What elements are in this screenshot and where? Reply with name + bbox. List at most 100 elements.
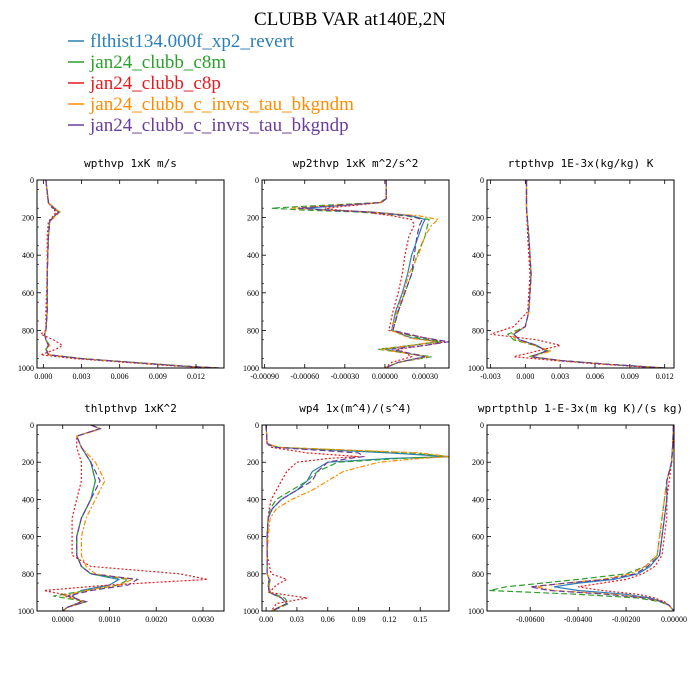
panel-3: rtpthvp 1E-3x(kg/kg) K 0 200 400 600 800 1000-… [468,157,675,381]
series-line-5 [43,180,219,368]
legend-label: jan24_clubb_c_invrs_tau_bkgndp [89,115,349,136]
series-line-2 [271,180,442,368]
series-line-4 [265,425,449,611]
y-tick-label: 0 [255,176,259,185]
series-line-5 [265,425,366,611]
y-tick-label: 1000 [243,364,259,373]
x-tick-label: 0.012 [656,372,674,381]
y-tick-label: 1000 [243,607,259,616]
y-tick-label: 1000 [468,607,484,616]
y-tick-label: 600 [472,533,484,542]
y-tick-label: 0 [480,176,484,185]
y-tick-label: 1000 [18,607,34,616]
x-tick-label: -0.00090 [250,372,279,381]
legend-entry: jan24_clubb_c8p [68,73,221,94]
legend-entry: jan24_clubb_c_invrs_tau_bkgndp [68,115,349,136]
panel-2: wp2thvp 1xK m^2/s^202004006008001000-0.0… [243,157,450,381]
series-line-5 [298,180,449,368]
series-line-4 [510,180,665,368]
series-line-2 [43,180,219,368]
plot-frame [36,424,225,612]
legend-entry: jan24_clubb_c_invrs_tau_bkgndm [68,94,354,115]
y-tick-label: 400 [247,251,259,260]
panel-title: wprtpthlp 1-E-3x(m kg K)/(s kg) [478,402,683,415]
y-tick-label: 0 [30,421,34,430]
legend-entry: jan24_clubb_c8m [68,52,226,73]
y-tick-label: 800 [247,570,259,579]
series-line-5 [530,425,674,611]
series-line-3 [578,425,674,611]
x-tick-label: 0.0030 [192,615,214,624]
y-tick-label: 0 [30,176,34,185]
series-group [43,425,208,611]
y-tick-label: 400 [22,251,34,260]
series-line-5 [512,180,665,368]
y-tick-label: 800 [22,326,34,335]
panel-title: wpthvp 1xK m/s [84,157,177,170]
panel-title: thlpthvp 1xK^2 [84,402,177,415]
x-tick-label: 0.00 [259,615,273,624]
legend: flthist134.000f_xp2_revertjan24_clubb_c8… [68,31,354,136]
y-tick-label: 600 [247,289,259,298]
series-line-2 [265,425,449,611]
x-tick-label: 0.000 [516,372,534,381]
y-tick-label: 200 [247,214,259,223]
series-line-1 [62,425,121,611]
x-tick-label: 0.00000 [372,372,398,381]
y-tick-label: 800 [22,570,34,579]
panel-4: thlpthvp 1xK^2 0 200 400 600 800 1000 0.0000 0.0… [18,402,225,624]
series-line-2 [53,425,130,611]
x-tick-label: -0.00600 [516,615,545,624]
x-tick-label: 0.00000 [661,615,687,624]
x-tick-label: 0.003 [551,372,569,381]
x-tick-label: 0.006 [111,372,129,381]
y-tick-label: 800 [472,326,484,335]
series-group [490,180,665,368]
y-tick-label: 0 [480,421,484,430]
legend-entry: flthist134.000f_xp2_revert [68,31,295,52]
x-tick-label: -0.00060 [290,372,319,381]
x-tick-label: -0.003 [480,372,501,381]
y-tick-label: 200 [247,458,259,467]
x-tick-label: 0.006 [586,372,604,381]
x-tick-label: 0.0020 [145,615,167,624]
x-tick-label: 0.15 [413,615,427,624]
series-line-5 [62,425,140,611]
x-tick-label: 0.12 [382,615,396,624]
legend-label: jan24_clubb_c_invrs_tau_bkgndm [89,94,354,115]
panel-6: wprtpthlp 1-E-3x(m kg K)/(s kg) 0 200 400 60… [468,402,687,624]
plot-frame [261,424,450,612]
series-group [489,425,674,611]
x-tick-label: 0.09 [352,615,366,624]
plot-frame [486,179,675,369]
series-line-4 [291,180,440,368]
series-line-3 [43,425,208,611]
series-group [265,425,449,611]
x-tick-label: 0.03 [290,615,304,624]
legend-label: jan24_clubb_c8m [89,52,226,73]
y-tick-label: 400 [472,495,484,504]
y-tick-label: 200 [472,214,484,223]
plot-frame [261,179,450,369]
x-tick-label: 0.06 [321,615,335,624]
x-tick-label: 0.009 [149,372,167,381]
x-tick-label: 0.003 [73,372,91,381]
x-tick-label: -0.00030 [330,372,359,381]
y-tick-label: 1000 [468,364,484,373]
series-group [271,180,449,368]
y-tick-label: 400 [247,495,259,504]
x-tick-label: -0.00200 [612,615,641,624]
y-tick-label: 600 [472,289,484,298]
series-line-4 [43,180,219,368]
figure-title: CLUBB VAR at140E,2N [254,9,446,30]
series-line-3 [490,180,663,368]
panel-title: wp2thvp 1xK m^2/s^2 [293,157,419,170]
panel-title: rtpthvp 1E-3x(kg/kg) K [508,157,654,170]
y-tick-label: 600 [22,289,34,298]
y-tick-label: 400 [472,251,484,260]
y-tick-label: 800 [472,570,484,579]
